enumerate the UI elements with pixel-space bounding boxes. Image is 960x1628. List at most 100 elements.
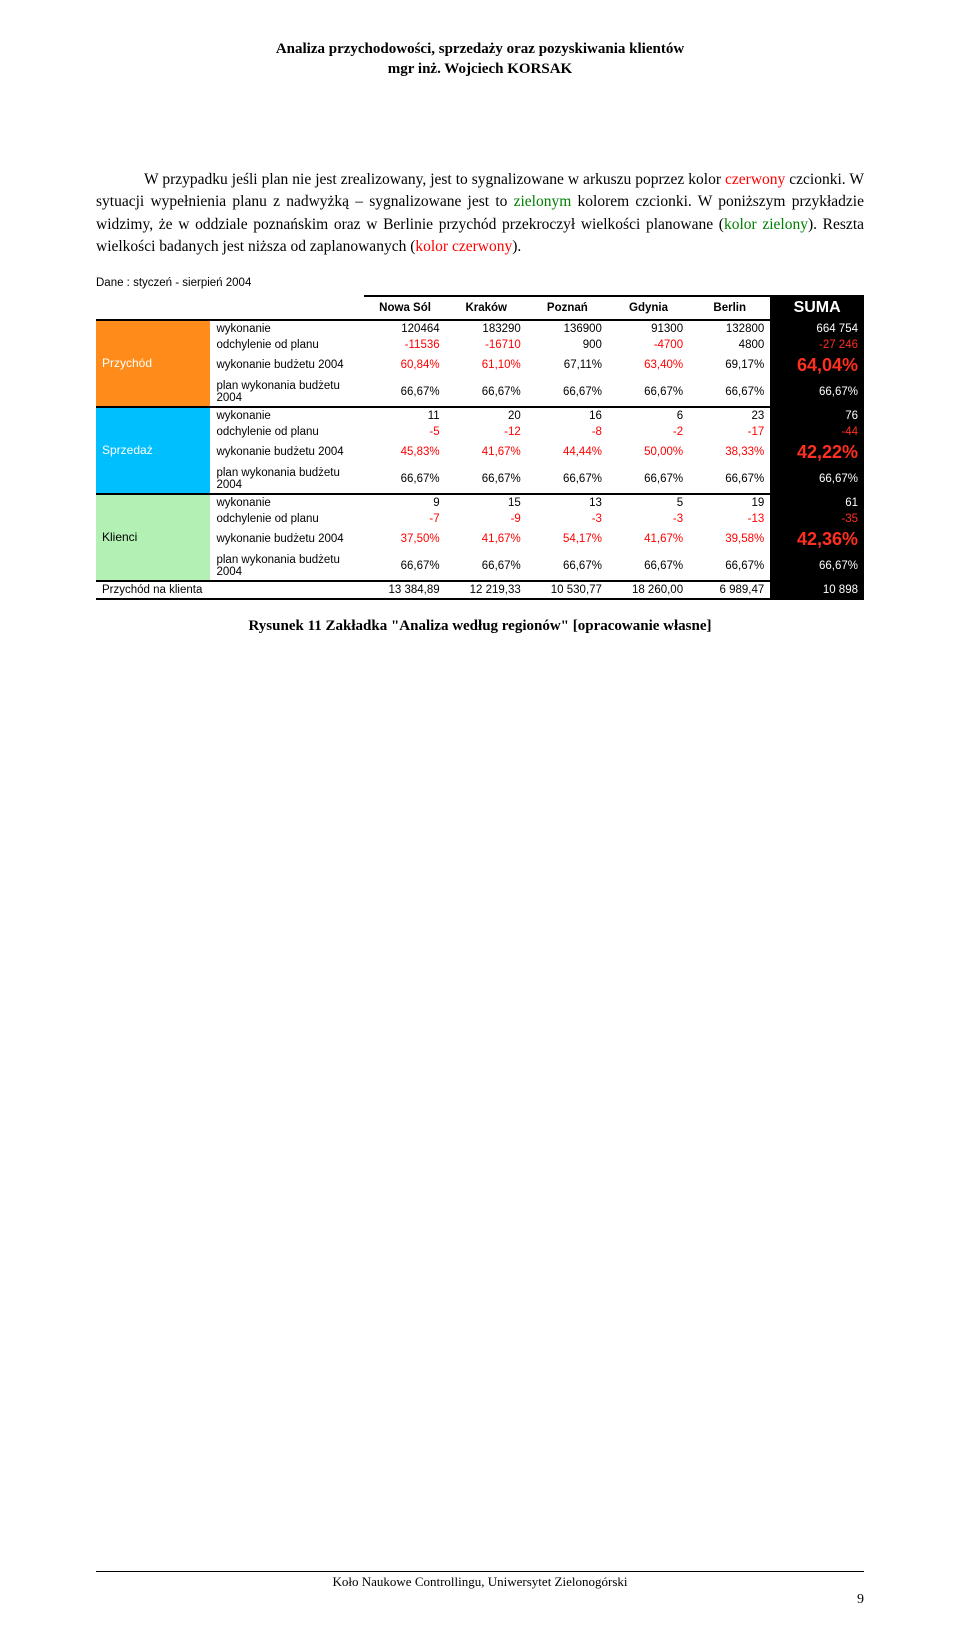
sum-cell: 76: [770, 407, 864, 424]
para-red1: czerwony: [725, 171, 785, 188]
value-cell: 23: [689, 407, 770, 424]
value-cell: 66,67%: [364, 378, 445, 407]
value-cell: 66,67%: [527, 552, 608, 581]
value-cell: 54,17%: [527, 527, 608, 552]
header-line2: mgr inż. Wojciech KORSAK: [96, 60, 864, 80]
value-cell: 66,67%: [689, 552, 770, 581]
table-row: wykonanie budżetu 200460,84%61,10%67,11%…: [96, 353, 864, 378]
table-row: Klienciwykonanie9151351961: [96, 494, 864, 511]
sum-cell: -44: [770, 424, 864, 440]
para-green2: kolor zielony: [724, 216, 808, 233]
value-cell: 19: [689, 494, 770, 511]
value-cell: -3: [608, 511, 689, 527]
table-row: odchylenie od planu-11536-16710900-47004…: [96, 337, 864, 353]
value-cell: 13 384,89: [364, 581, 445, 599]
value-cell: 66,67%: [364, 465, 445, 494]
value-cell: 132800: [689, 320, 770, 337]
col-header: Poznań: [527, 296, 608, 320]
table-row: Przychódwykonanie12046418329013690091300…: [96, 320, 864, 337]
sum-cell: 61: [770, 494, 864, 511]
row-label: wykonanie budżetu 2004: [210, 440, 364, 465]
value-cell: -3: [527, 511, 608, 527]
table-row: odchylenie od planu-5-12-8-2-17-44: [96, 424, 864, 440]
sum-cell: 66,67%: [770, 552, 864, 581]
value-cell: 66,67%: [689, 378, 770, 407]
row-label: odchylenie od planu: [210, 337, 364, 353]
table-row: plan wykonania budżetu 200466,67%66,67%6…: [96, 465, 864, 494]
sum-cell: 66,67%: [770, 465, 864, 494]
para-red2: kolor czerwony: [415, 238, 512, 255]
value-cell: 9: [364, 494, 445, 511]
value-cell: 66,67%: [446, 378, 527, 407]
value-cell: 66,67%: [527, 378, 608, 407]
row-label: wykonanie: [210, 407, 364, 424]
doc-header: Analiza przychodowości, sprzedaży oraz p…: [96, 40, 864, 79]
row-label: wykonanie budżetu 2004: [210, 353, 364, 378]
value-cell: 10 530,77: [527, 581, 608, 599]
body-paragraph: W przypadku jeśli plan nie jest zrealizo…: [96, 169, 864, 259]
value-cell: -8: [527, 424, 608, 440]
table-row: odchylenie od planu-7-9-3-3-13-35: [96, 511, 864, 527]
value-cell: -11536: [364, 337, 445, 353]
value-cell: 66,67%: [608, 465, 689, 494]
footer-text: Koło Naukowe Controllingu, Uniwersytet Z…: [96, 1574, 864, 1590]
col-header-sum: SUMA: [770, 296, 864, 320]
para-s1e: ).: [512, 238, 521, 255]
value-cell: -4700: [608, 337, 689, 353]
sum-cell: -27 246: [770, 337, 864, 353]
row-label: plan wykonania budżetu 2004: [210, 552, 364, 581]
section-label: Przychód: [96, 320, 210, 407]
sum-cell: -35: [770, 511, 864, 527]
section-label: Sprzedaż: [96, 407, 210, 494]
value-cell: 61,10%: [446, 353, 527, 378]
table-date-label: Dane : styczeń - sierpień 2004: [96, 277, 864, 289]
value-cell: 18 260,00: [608, 581, 689, 599]
value-cell: 66,67%: [527, 465, 608, 494]
value-cell: 66,67%: [364, 552, 445, 581]
figure-caption: Rysunek 11 Zakładka "Analiza według regi…: [96, 618, 864, 635]
value-cell: -12: [446, 424, 527, 440]
value-cell: 41,67%: [446, 527, 527, 552]
value-cell: 63,40%: [608, 353, 689, 378]
value-cell: 66,67%: [689, 465, 770, 494]
data-table: Nowa SólKrakówPoznańGdyniaBerlinSUMAPrzy…: [96, 295, 864, 600]
table-row: wykonanie budżetu 200437,50%41,67%54,17%…: [96, 527, 864, 552]
value-cell: 69,17%: [689, 353, 770, 378]
table-row: plan wykonania budżetu 200466,67%66,67%6…: [96, 552, 864, 581]
value-cell: -13: [689, 511, 770, 527]
value-cell: 12 219,33: [446, 581, 527, 599]
value-cell: 67,11%: [527, 353, 608, 378]
value-cell: 120464: [364, 320, 445, 337]
value-cell: 66,67%: [446, 552, 527, 581]
footer-page-num: 9: [857, 1592, 864, 1608]
value-cell: 6 989,47: [689, 581, 770, 599]
col-header: Gdynia: [608, 296, 689, 320]
value-cell: -2: [608, 424, 689, 440]
table-row: wykonanie budżetu 200445,83%41,67%44,44%…: [96, 440, 864, 465]
value-cell: -9: [446, 511, 527, 527]
value-cell: -16710: [446, 337, 527, 353]
value-cell: -7: [364, 511, 445, 527]
row-label: plan wykonania budżetu 2004: [210, 378, 364, 407]
value-cell: 66,67%: [608, 378, 689, 407]
value-cell: 44,44%: [527, 440, 608, 465]
sum-cell: 42,22%: [770, 440, 864, 465]
col-header: Berlin: [689, 296, 770, 320]
footer-rule: [96, 1571, 864, 1572]
value-cell: 39,58%: [689, 527, 770, 552]
value-cell: 66,67%: [608, 552, 689, 581]
value-cell: -17: [689, 424, 770, 440]
page-footer: Koło Naukowe Controllingu, Uniwersytet Z…: [96, 1571, 864, 1590]
value-cell: 37,50%: [364, 527, 445, 552]
section-label: Przychód na klienta: [96, 581, 210, 599]
value-cell: 5: [608, 494, 689, 511]
table-header-row: Nowa SólKrakówPoznańGdyniaBerlinSUMA: [96, 296, 864, 320]
value-cell: 41,67%: [608, 527, 689, 552]
section-label: Klienci: [96, 494, 210, 581]
table-row: Przychód na klienta13 384,8912 219,3310 …: [96, 581, 864, 599]
row-label: [210, 581, 364, 599]
value-cell: 900: [527, 337, 608, 353]
value-cell: 13: [527, 494, 608, 511]
sum-cell: 66,67%: [770, 378, 864, 407]
sum-cell: 10 898: [770, 581, 864, 599]
